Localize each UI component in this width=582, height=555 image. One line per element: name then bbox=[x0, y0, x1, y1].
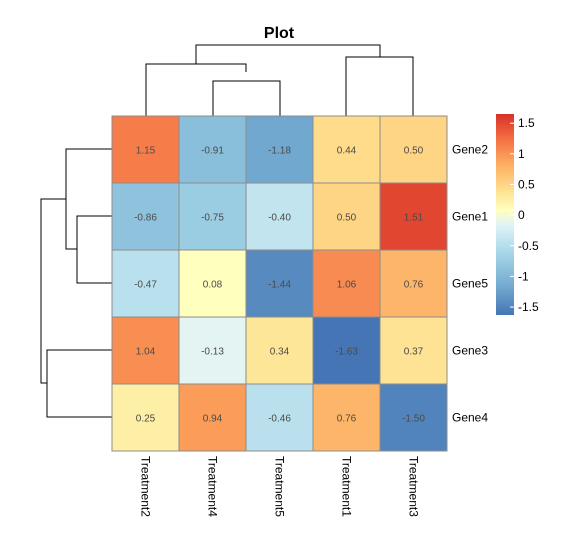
cell-value-label: -0.86 bbox=[134, 213, 157, 224]
heatmap-cell bbox=[111, 383, 180, 452]
heatmap-cell bbox=[245, 316, 314, 385]
legend-tick-label: -1.5 bbox=[518, 300, 539, 314]
dendrogram-branch bbox=[46, 349, 112, 418]
chart-title: Plot bbox=[264, 25, 295, 42]
legend-tick-label: 0.5 bbox=[518, 177, 535, 191]
heatmap-cell bbox=[379, 383, 448, 452]
column-label: Treatment1 bbox=[340, 456, 354, 517]
heatmap-cell bbox=[178, 115, 247, 184]
row-label: Gene4 bbox=[452, 411, 488, 425]
heatmap-cell bbox=[312, 115, 381, 184]
heatmap-cell bbox=[379, 182, 448, 251]
cell-value-label: 0.25 bbox=[136, 414, 156, 425]
column-dendrogram bbox=[145, 44, 414, 116]
cell-value-label: 0.50 bbox=[337, 213, 357, 224]
cell-value-label: -0.13 bbox=[201, 347, 224, 358]
row-labels: Gene2 Gene1 Gene5 Gene3 Gene4 bbox=[452, 143, 488, 425]
row-label: Gene5 bbox=[452, 277, 488, 291]
heatmap-cell bbox=[312, 249, 381, 318]
cell-value-label: -1.44 bbox=[268, 280, 291, 291]
cell-value-label: -0.75 bbox=[201, 213, 224, 224]
dendrogram-branch bbox=[212, 80, 281, 116]
cell-value-label: -0.46 bbox=[268, 414, 291, 425]
legend-tick-label: -0.5 bbox=[518, 239, 539, 253]
color-legend-bar bbox=[496, 114, 514, 315]
heatmap-cell bbox=[245, 182, 314, 251]
heatmap-cell bbox=[178, 249, 247, 318]
heatmap-cell bbox=[379, 316, 448, 385]
dendrogram-branch bbox=[65, 148, 112, 250]
heatmap-cell bbox=[379, 249, 448, 318]
row-label: Gene3 bbox=[452, 344, 488, 358]
heatmap-cell bbox=[111, 115, 180, 184]
legend-tick-label: -1 bbox=[518, 269, 529, 283]
dendrogram-branch bbox=[195, 44, 381, 64]
heatmap-cell bbox=[178, 316, 247, 385]
heatmap-cell bbox=[178, 383, 247, 452]
cell-value-label: 0.37 bbox=[404, 347, 424, 358]
heatmap-cell bbox=[312, 316, 381, 385]
column-label: Treatment5 bbox=[273, 456, 287, 517]
dendrogram-branch bbox=[40, 198, 66, 384]
cell-value-label: 0.44 bbox=[337, 146, 357, 157]
dendrogram-branch bbox=[345, 56, 414, 116]
color-legend: 1.5 1 0.5 0 -0.5 -1 -1.5 bbox=[496, 114, 539, 315]
legend-tick-label: 1 bbox=[518, 147, 525, 161]
cell-value-label: -0.91 bbox=[201, 146, 224, 157]
column-label: Treatment3 bbox=[407, 456, 421, 517]
cell-value-label: -1.50 bbox=[402, 414, 425, 425]
cell-value-label: 0.76 bbox=[337, 414, 357, 425]
color-legend-ticks: 1.5 1 0.5 0 -0.5 -1 -1.5 bbox=[510, 116, 539, 314]
column-labels: Treatment2 Treatment4 Treatment5 Treatment1… bbox=[139, 456, 421, 517]
dendrogram-branch bbox=[145, 63, 247, 116]
dendrogram-branch bbox=[76, 215, 112, 284]
row-label: Gene2 bbox=[452, 143, 488, 157]
heatmap-cell bbox=[245, 383, 314, 452]
cell-value-label: 1.06 bbox=[337, 280, 357, 291]
cell-value-label: 0.50 bbox=[404, 146, 424, 157]
cell-value-label: -1.18 bbox=[268, 146, 291, 157]
heatmap-cell bbox=[111, 182, 180, 251]
heatmap-cells: 1.15 -0.91 -1.18 0.44 0.50 -0.86 -0.75 -0.40 0.5… bbox=[111, 115, 448, 452]
cell-value-label: -0.40 bbox=[268, 213, 291, 224]
column-label: Treatment2 bbox=[139, 456, 153, 517]
cell-value-label: 0.94 bbox=[203, 414, 223, 425]
legend-tick-label: 0 bbox=[518, 208, 525, 222]
cell-value-label: -0.47 bbox=[134, 280, 157, 291]
legend-tick-label: 1.5 bbox=[518, 116, 535, 130]
cell-value-label: 0.08 bbox=[203, 280, 223, 291]
row-dendrogram bbox=[40, 148, 112, 418]
heatmap-cell bbox=[111, 316, 180, 385]
heatmap-cell bbox=[245, 115, 314, 184]
cell-value-label: 1.04 bbox=[136, 347, 156, 358]
column-label: Treatment4 bbox=[206, 456, 220, 517]
cell-value-label: 1.51 bbox=[404, 213, 424, 224]
cell-value-label: 1.15 bbox=[136, 146, 156, 157]
row-label: Gene1 bbox=[452, 210, 488, 224]
cell-value-label: 0.76 bbox=[404, 280, 424, 291]
cell-value-label: 0.34 bbox=[270, 347, 290, 358]
cell-value-label: -1.63 bbox=[335, 347, 358, 358]
